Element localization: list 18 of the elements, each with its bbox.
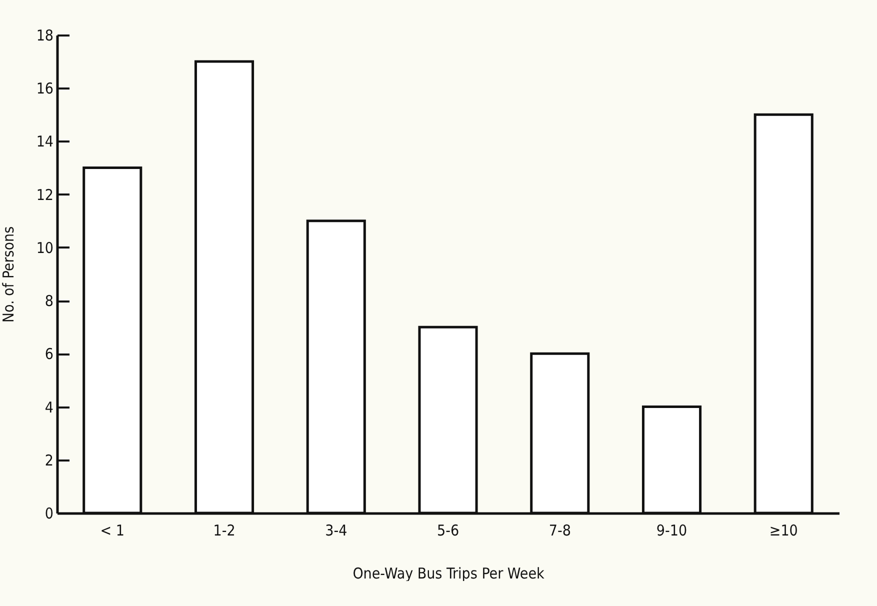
y-tick-label: 18 (36, 26, 54, 44)
x-tick-label: 5-6 (436, 522, 460, 540)
y-tick-label: 0 (44, 504, 54, 522)
x-tick-label: < 1 (100, 522, 124, 540)
y-tick-label: 6 (44, 345, 54, 364)
y-tick-label: 16 (36, 80, 54, 98)
x-tick-label: 1-2 (213, 522, 236, 540)
x-tick-label: 7-8 (548, 522, 571, 540)
y-tick-label: 4 (44, 398, 54, 416)
y-tick-label: 2 (44, 451, 54, 470)
x-tick-label: 3-4 (325, 522, 348, 540)
x-tick-label: 9-10 (656, 522, 688, 540)
y-tick-label: 10 (36, 238, 54, 257)
y-tick-label: 8 (44, 292, 54, 310)
x-tick-label: ≥10 (769, 522, 798, 540)
y-tick-label: 12 (36, 186, 54, 204)
y-axis-title: No. of Persons (0, 226, 18, 323)
y-tick-label: 14 (36, 132, 54, 151)
